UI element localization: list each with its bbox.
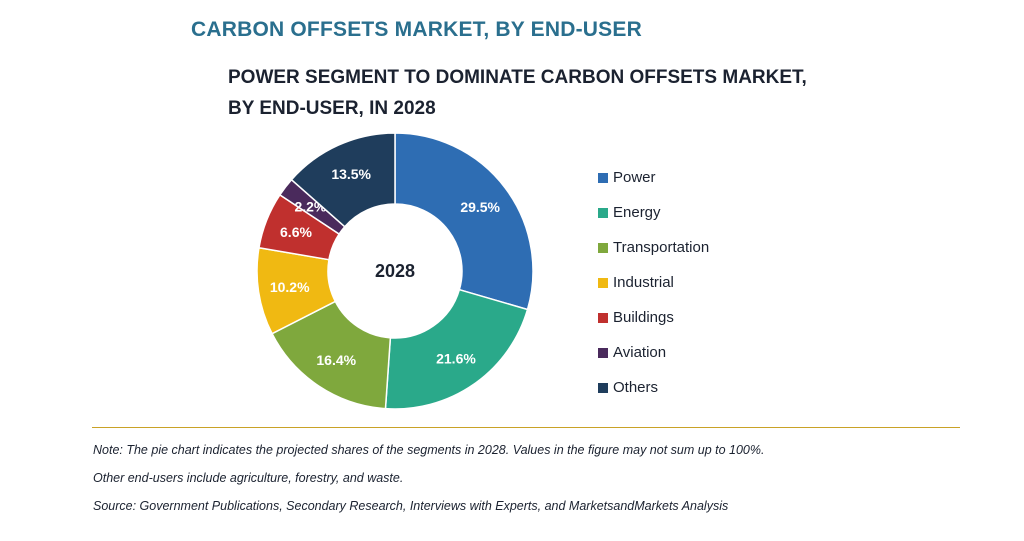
- chart-title: POWER SEGMENT TO DOMINATE CARBON OFFSETS…: [228, 62, 828, 124]
- data-label-buildings: 6.6%: [280, 224, 312, 240]
- legend-swatch: [598, 382, 608, 393]
- legend-label: Power: [613, 169, 656, 186]
- notes-divider: [92, 427, 960, 428]
- data-label-industrial: 10.2%: [270, 279, 310, 295]
- chart-title-line-2: BY END-USER, IN 2028: [228, 98, 436, 119]
- note-source: Source: Government Publications, Seconda…: [93, 499, 729, 513]
- note-other-end-users: Other end-users include agriculture, for…: [93, 471, 404, 485]
- legend-label: Others: [613, 379, 659, 396]
- legend-swatch: [598, 347, 608, 358]
- legend-item-energy: Energy: [598, 195, 709, 230]
- legend-label: Transportation: [613, 239, 710, 256]
- data-label-others: 13.5%: [331, 166, 371, 182]
- note-text: Note: The pie chart indicates the projec…: [93, 443, 765, 457]
- data-label-power: 29.5%: [460, 199, 500, 215]
- legend-label: Aviation: [613, 344, 667, 361]
- legend-item-industrial: Industrial: [598, 265, 709, 300]
- data-label-energy: 21.6%: [436, 350, 476, 366]
- slice-energy: [384, 288, 529, 410]
- legend-item-power: Power: [598, 160, 709, 195]
- legend-swatch: [598, 207, 608, 218]
- legend-item-buildings: Buildings: [598, 300, 709, 335]
- slice-power: [394, 132, 534, 311]
- chart-notes: Note: The pie chart indicates the projec…: [93, 442, 973, 526]
- chart-legend: Power Energy Transportation Industrial Build…: [598, 160, 709, 405]
- legend-label: Industrial: [613, 274, 674, 291]
- legend-item-aviation: Aviation: [598, 335, 709, 370]
- legend-item-transportation: Transportation: [598, 230, 709, 265]
- donut-center-label: 2028: [375, 261, 415, 281]
- legend-item-others: Others: [598, 370, 709, 405]
- legend-swatch: [598, 277, 608, 288]
- legend-label: Energy: [613, 204, 661, 221]
- legend-label: Buildings: [613, 309, 674, 326]
- data-label-transportation: 16.4%: [316, 352, 356, 368]
- chart-header: CARBON OFFSETS MARKET, BY END-USER: [191, 18, 642, 41]
- chart-title-line-1: POWER SEGMENT TO DOMINATE CARBON OFFSETS…: [228, 67, 807, 88]
- legend-swatch: [598, 242, 608, 253]
- legend-swatch: [598, 172, 608, 183]
- slice-others: [290, 132, 396, 228]
- legend-swatch: [598, 312, 608, 323]
